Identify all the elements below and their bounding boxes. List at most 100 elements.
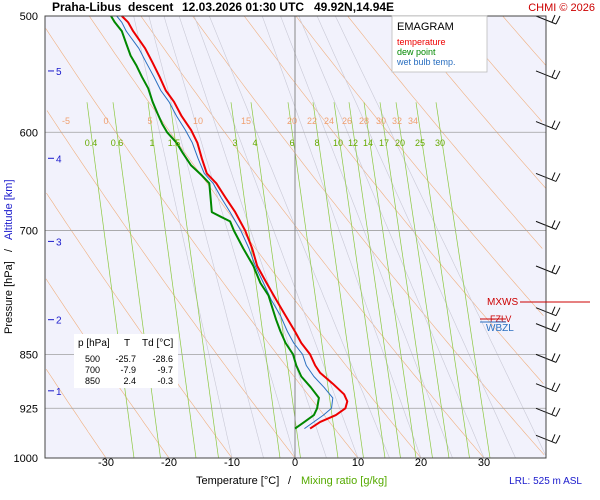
dry-adiabat-line: [45, 369, 107, 459]
wbzl-label: WBZL: [486, 323, 514, 334]
moist-adiabat-line: [261, 15, 422, 459]
legend-box: [391, 15, 488, 73]
wind-barb-flag: [555, 121, 561, 130]
mixing-ratio-line: [333, 102, 386, 459]
table-header-td: Td [°C]: [142, 338, 173, 349]
potential-temp-label: 10: [193, 116, 203, 126]
x-tick-label: 10: [352, 457, 364, 469]
wind-barb-flag: [551, 264, 556, 273]
altitude-tick-label: 5: [56, 67, 62, 78]
station-coords: 49.92N,14.94E: [314, 0, 394, 14]
potential-temp-label: 15: [241, 116, 251, 126]
copyright-label: CHMI © 2026: [528, 2, 595, 14]
wind-barb-flag: [555, 15, 561, 25]
altitude-tick-label: 4: [56, 154, 62, 165]
mxws-label: MXWS: [487, 297, 518, 308]
x-tick-label: -30: [98, 457, 114, 469]
table-header-t: T: [124, 338, 130, 349]
moist-adiabat-line: [193, 15, 359, 459]
potential-temp-label: -5: [62, 116, 70, 126]
wind-barb-flag: [551, 220, 556, 228]
mixing-ratio-lines: [86, 102, 491, 459]
wind-barb-flag: [551, 322, 556, 330]
potential-temp-label: 30: [376, 116, 386, 126]
legend-temperature: temperature: [397, 37, 446, 47]
dry-adiabat-line: [46, 110, 296, 459]
wind-barb-flag: [555, 435, 561, 444]
dry-adiabat-line: [243, 15, 544, 384]
moist-adiabat-line: [209, 15, 390, 459]
wind-barb-flag: [551, 407, 556, 415]
moist-adiabat-line: [178, 15, 327, 459]
mixing-ratio-line: [435, 102, 491, 459]
legend-title: EMAGRAM: [397, 21, 454, 33]
altitude-tick-label: 1: [56, 387, 62, 398]
mixing-ratio-label: 10: [333, 138, 343, 148]
x-axis-label-separator: /: [288, 475, 292, 487]
wind-barb-flag: [551, 120, 556, 128]
y-tick-label: 1000: [14, 453, 38, 465]
wind-barb-flag: [551, 306, 556, 314]
mixing-ratio-label: 3: [232, 138, 237, 148]
table-cell: 2.4: [123, 376, 136, 386]
wind-barb-flag: [555, 265, 561, 275]
mixing-ratio-label: 1.5: [168, 138, 181, 148]
moist-adiabat-line: [280, 15, 453, 459]
y-tick-label: 600: [20, 127, 38, 139]
altitude-tick-label: 3: [56, 237, 62, 248]
wind-barb-flag: [555, 383, 561, 392]
mixing-ratio-label: 6: [289, 138, 294, 148]
mixing-ratio-label: 30: [435, 138, 445, 148]
table-cell: 850: [85, 376, 100, 386]
moist-adiabat-line: [298, 15, 485, 459]
potential-temp-label: 0: [103, 116, 108, 126]
mixing-ratio-label: 12: [348, 138, 358, 148]
wind-barb-flag: [555, 354, 561, 363]
dry-adiabat-line: [140, 15, 485, 459]
table-cell: -0.3: [157, 376, 173, 386]
table-cell: -9.7: [157, 365, 173, 375]
mixing-ratio-line: [363, 102, 417, 459]
x-axis-label-mixing-ratio: Mixing ratio [g/kg]: [301, 475, 387, 487]
sounding-datetime: 12.03.2026 01:30 UTC: [182, 0, 304, 14]
mixing-ratio-line: [312, 102, 364, 459]
wind-barb-flag: [551, 14, 556, 23]
mixing-ratio-line: [230, 102, 281, 459]
moist-adiabat-line: [148, 15, 264, 459]
x-axis-label-temperature: Temperature [°C]: [196, 475, 279, 487]
wind-barb-flag: [551, 382, 556, 390]
table-header-p: p [hPa]: [78, 338, 110, 349]
y-tick-label: 850: [20, 349, 38, 361]
legend-wet-bulb: wet bulb temp.: [396, 57, 456, 67]
wind-barb-flag: [555, 173, 561, 182]
dry-adiabat-line: [347, 15, 543, 249]
wind-barb-flag: [555, 221, 561, 230]
sounding-series: [110, 15, 349, 430]
mixing-ratio-label: 8: [314, 138, 319, 148]
dry-adiabat-line: [192, 15, 545, 456]
grid-lines: [45, 15, 546, 459]
dry-adiabat-line: [45, 28, 359, 459]
lrl-label: LRL: 525 m ASL: [509, 476, 582, 487]
wind-barb-flag: [555, 408, 561, 417]
potential-temp-label: 20: [287, 116, 297, 126]
y-tick-label: 700: [20, 226, 38, 238]
moist-adiabat-line: [133, 15, 233, 459]
mixing-ratio-line: [169, 102, 219, 459]
y-axis-label-altitude: Altitude [km]: [3, 179, 15, 240]
y-tick-label: 925: [20, 403, 38, 415]
mixing-ratio-line: [86, 102, 135, 459]
y-axis-title: Pressure [hPa] / Altitude [km]: [3, 179, 15, 334]
x-tick-label: 20: [415, 457, 427, 469]
wind-barb-flag: [551, 353, 556, 361]
wind-barb-flag: [551, 434, 556, 442]
mixing-ratio-label: 4: [252, 138, 257, 148]
wind-barb-flag: [551, 172, 556, 180]
x-tick-label: 30: [478, 457, 490, 469]
mixing-ratio-label: 25: [415, 138, 425, 148]
x-tick-label: -10: [224, 457, 240, 469]
mixing-ratio-line: [415, 102, 470, 459]
table-cell: -28.6: [152, 354, 173, 364]
station-name: Praha-Libus: [52, 0, 122, 14]
mixing-ratio-line: [287, 102, 339, 459]
